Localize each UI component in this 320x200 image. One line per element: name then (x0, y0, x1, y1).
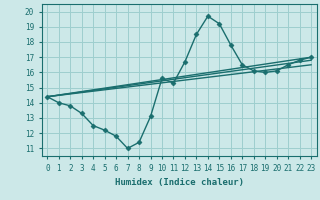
X-axis label: Humidex (Indice chaleur): Humidex (Indice chaleur) (115, 178, 244, 187)
